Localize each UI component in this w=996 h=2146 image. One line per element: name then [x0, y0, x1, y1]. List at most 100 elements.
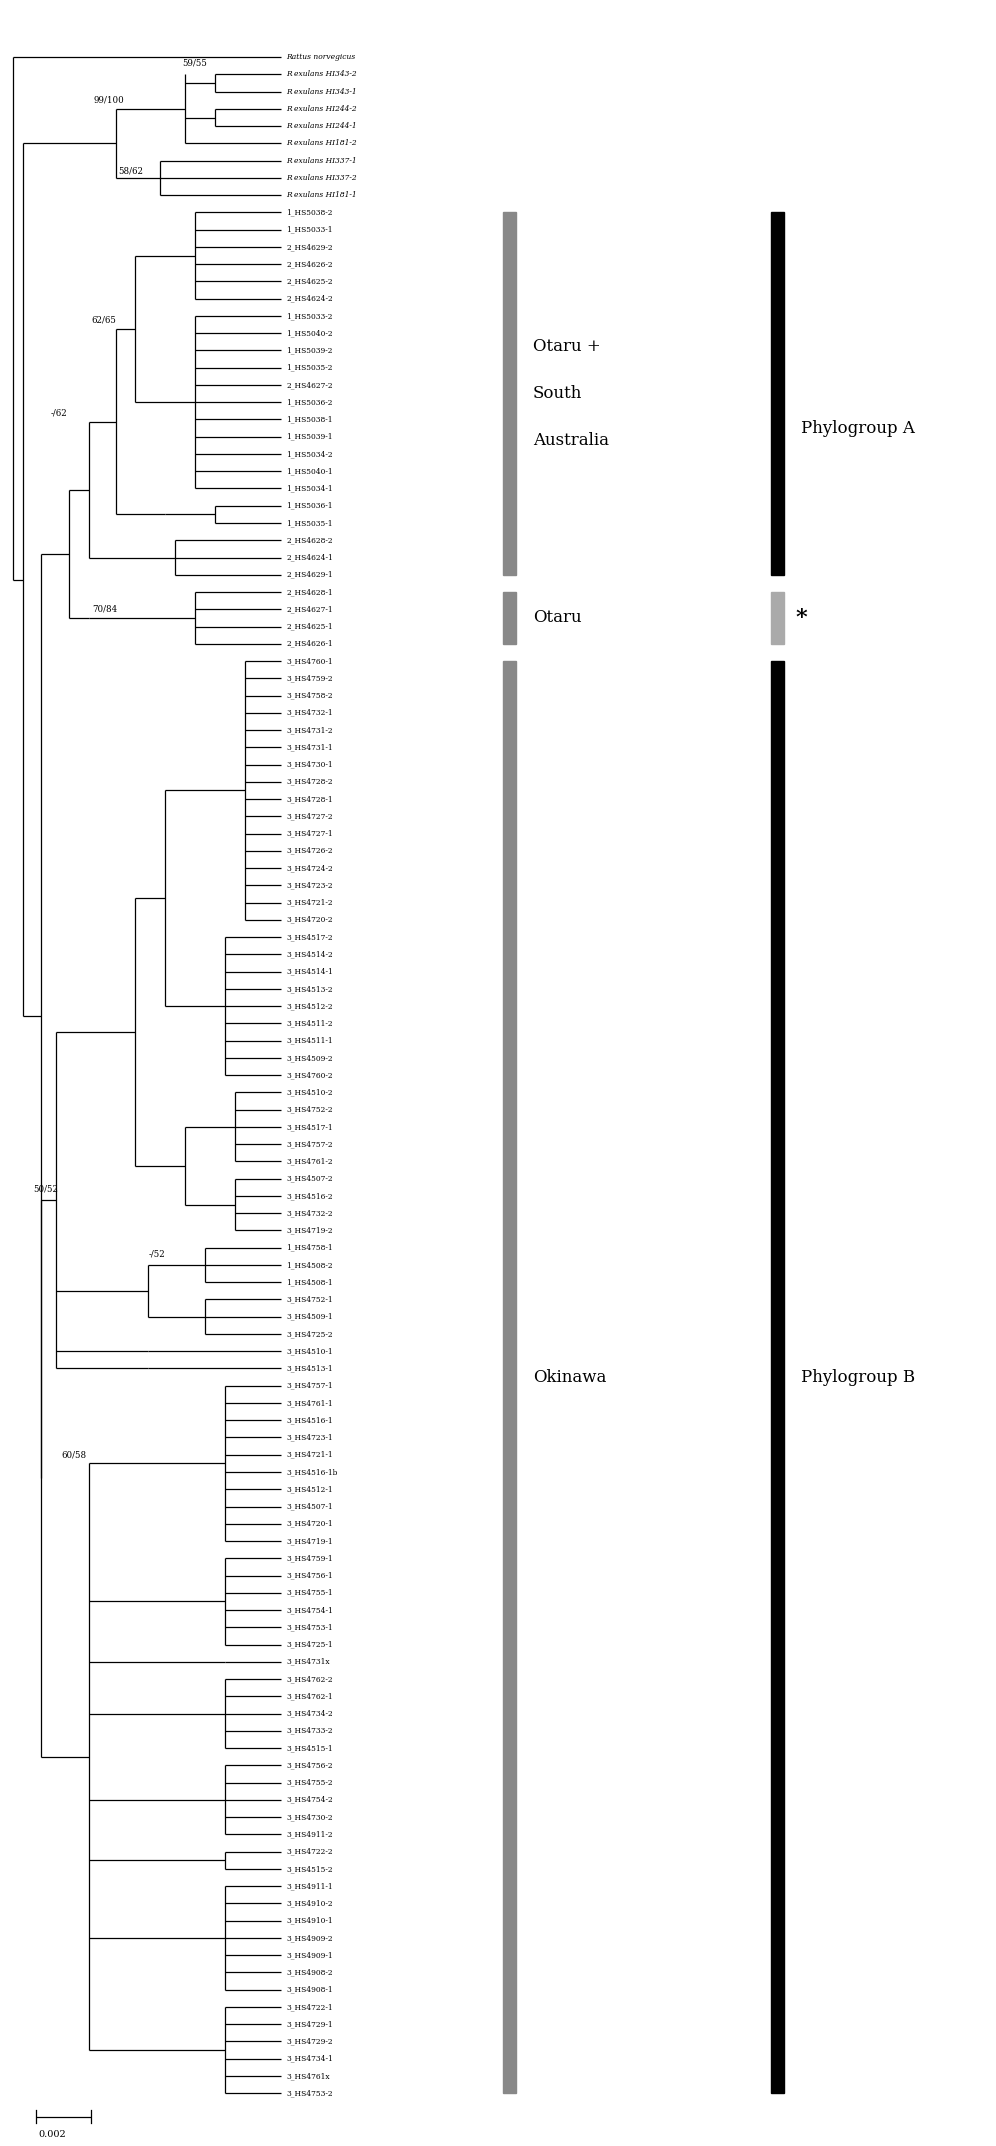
Text: 3_HS4756-2: 3_HS4756-2	[287, 1762, 333, 1768]
Text: 58/62: 58/62	[119, 167, 143, 176]
Text: R exulans HI343-1: R exulans HI343-1	[287, 88, 358, 97]
Text: 3_HS4720-2: 3_HS4720-2	[287, 916, 333, 923]
Text: 62/65: 62/65	[92, 315, 117, 324]
Text: 3_HS4755-1: 3_HS4755-1	[287, 1588, 333, 1597]
Text: 2_HS4628-2: 2_HS4628-2	[287, 536, 333, 545]
Text: 3_HS4757-1: 3_HS4757-1	[287, 1382, 333, 1391]
Text: 3_HS4513-1: 3_HS4513-1	[287, 1365, 333, 1373]
Text: 3_HS4726-2: 3_HS4726-2	[287, 848, 333, 854]
Text: 3_HS4910-1: 3_HS4910-1	[287, 1916, 333, 1925]
Text: 3_HS4721-1: 3_HS4721-1	[287, 1451, 333, 1459]
Text: 2_HS4625-2: 2_HS4625-2	[287, 277, 333, 285]
Text: 3_HS4759-1: 3_HS4759-1	[287, 1554, 333, 1562]
Text: 3_HS4757-2: 3_HS4757-2	[287, 1140, 333, 1148]
Text: 3_HS4514-2: 3_HS4514-2	[287, 951, 334, 959]
Text: 3_HS4517-1: 3_HS4517-1	[287, 1122, 333, 1131]
Text: 1_HS4508-1: 1_HS4508-1	[287, 1279, 333, 1285]
Text: 3_HS4729-2: 3_HS4729-2	[287, 2037, 333, 2045]
Text: 3_HS4753-2: 3_HS4753-2	[287, 2090, 333, 2097]
Text: 3_HS4761-2: 3_HS4761-2	[287, 1157, 333, 1165]
Text: 3_HS4753-1: 3_HS4753-1	[287, 1622, 333, 1631]
Text: 0.002: 0.002	[38, 2129, 66, 2140]
Text: 3_HS4510-1: 3_HS4510-1	[287, 1348, 333, 1356]
Text: 59/55: 59/55	[182, 58, 207, 69]
Text: 3_HS4509-1: 3_HS4509-1	[287, 1313, 333, 1320]
Bar	[771, 212, 784, 575]
Text: 2_HS4624-1: 2_HS4624-1	[287, 554, 334, 562]
Text: 3_HS4515-2: 3_HS4515-2	[287, 1865, 333, 1873]
Text: 3_HS4731-1: 3_HS4731-1	[287, 743, 333, 751]
Text: 3_HS4752-2: 3_HS4752-2	[287, 1105, 333, 1114]
Text: 3_HS4511-2: 3_HS4511-2	[287, 1019, 333, 1028]
Text: 2_HS4626-1: 2_HS4626-1	[287, 640, 333, 648]
Text: 3_HS4762-2: 3_HS4762-2	[287, 1676, 333, 1682]
Text: 3_HS4756-1: 3_HS4756-1	[287, 1571, 333, 1579]
Text: 3_HS4724-2: 3_HS4724-2	[287, 865, 334, 871]
Text: 3_HS4725-1: 3_HS4725-1	[287, 1640, 333, 1648]
Text: 2_HS4627-2: 2_HS4627-2	[287, 382, 333, 388]
Text: 3_HS4762-1: 3_HS4762-1	[287, 1693, 333, 1700]
Text: 1_HS5038-2: 1_HS5038-2	[287, 208, 333, 217]
Text: 1_HS5039-1: 1_HS5039-1	[287, 433, 333, 440]
Text: 3_HS4511-1: 3_HS4511-1	[287, 1037, 333, 1045]
Text: 3_HS4730-2: 3_HS4730-2	[287, 1813, 333, 1822]
Text: 3_HS4730-1: 3_HS4730-1	[287, 760, 333, 768]
Text: 1_HS5036-1: 1_HS5036-1	[287, 502, 333, 511]
Text: R exulans HI337-1: R exulans HI337-1	[287, 157, 358, 165]
Text: 3_HS4514-1: 3_HS4514-1	[287, 968, 334, 976]
Text: 2_HS4629-1: 2_HS4629-1	[287, 571, 333, 579]
Text: 3_HS4509-2: 3_HS4509-2	[287, 1054, 333, 1062]
Text: 3_HS4729-1: 3_HS4729-1	[287, 2019, 333, 2028]
Text: 3_HS4752-1: 3_HS4752-1	[287, 1296, 333, 1303]
Text: 3_HS4719-2: 3_HS4719-2	[287, 1225, 333, 1234]
Text: 1_HS5039-2: 1_HS5039-2	[287, 346, 333, 354]
Text: 3_HS4722-1: 3_HS4722-1	[287, 2002, 333, 2011]
Text: 3_HS4516-1: 3_HS4516-1	[287, 1416, 333, 1425]
Text: 3_HS4507-1: 3_HS4507-1	[287, 1502, 333, 1511]
Text: 1_HS5033-1: 1_HS5033-1	[287, 225, 333, 234]
Text: -/52: -/52	[148, 1249, 165, 1258]
Bar	[771, 592, 784, 644]
Text: Okinawa: Okinawa	[533, 1369, 607, 1386]
Text: 1_HS4758-1: 1_HS4758-1	[287, 1245, 333, 1251]
Text: 3_HS4909-1: 3_HS4909-1	[287, 1951, 333, 1959]
Text: -/62: -/62	[51, 408, 68, 416]
Text: 99/100: 99/100	[94, 97, 124, 105]
Bar	[503, 212, 516, 575]
Text: 3_HS4755-2: 3_HS4755-2	[287, 1779, 333, 1788]
Text: Australia: Australia	[533, 431, 609, 449]
Text: 3_HS4516-1b: 3_HS4516-1b	[287, 1468, 338, 1476]
Text: 3_HS4908-2: 3_HS4908-2	[287, 1968, 333, 1976]
Bar	[503, 592, 516, 644]
Text: 1_HS5034-2: 1_HS5034-2	[287, 451, 333, 457]
Text: 3_HS4910-2: 3_HS4910-2	[287, 1899, 333, 1908]
Text: 3_HS4909-2: 3_HS4909-2	[287, 1934, 333, 1942]
Text: R exulans HI343-2: R exulans HI343-2	[287, 71, 358, 79]
Text: 3_HS4760-2: 3_HS4760-2	[287, 1071, 333, 1079]
Text: R exulans HI181-1: R exulans HI181-1	[287, 191, 358, 200]
Text: Rattus norvegicus: Rattus norvegicus	[287, 54, 356, 60]
Text: 3_HS4731-2: 3_HS4731-2	[287, 725, 333, 734]
Text: R exulans HI244-2: R exulans HI244-2	[287, 105, 358, 114]
Text: 3_HS4727-1: 3_HS4727-1	[287, 831, 333, 837]
Text: 2_HS4627-1: 2_HS4627-1	[287, 605, 333, 614]
Text: 3_HS4728-2: 3_HS4728-2	[287, 777, 333, 785]
Text: 1_HS5035-1: 1_HS5035-1	[287, 519, 333, 528]
Text: Phylogroup B: Phylogroup B	[801, 1369, 915, 1386]
Text: 1_HS5036-2: 1_HS5036-2	[287, 399, 333, 406]
Text: 50/52: 50/52	[33, 1185, 58, 1193]
Text: 3_HS4720-1: 3_HS4720-1	[287, 1519, 333, 1528]
Text: *: *	[796, 607, 808, 629]
Text: 3_HS4761-1: 3_HS4761-1	[287, 1399, 333, 1408]
Text: 2_HS4628-1: 2_HS4628-1	[287, 588, 333, 597]
Text: 70/84: 70/84	[92, 605, 117, 614]
Text: 3_HS4758-2: 3_HS4758-2	[287, 691, 333, 700]
Text: 3_HS4760-1: 3_HS4760-1	[287, 657, 333, 665]
Text: 60/58: 60/58	[61, 1451, 86, 1459]
Text: 3_HS4732-2: 3_HS4732-2	[287, 1208, 333, 1217]
Text: 3_HS4512-2: 3_HS4512-2	[287, 1002, 333, 1011]
Text: 3_HS4722-2: 3_HS4722-2	[287, 1848, 333, 1856]
Text: Phylogroup A: Phylogroup A	[801, 421, 914, 436]
Text: 1_HS5033-2: 1_HS5033-2	[287, 311, 333, 320]
Text: 3_HS4759-2: 3_HS4759-2	[287, 674, 333, 682]
